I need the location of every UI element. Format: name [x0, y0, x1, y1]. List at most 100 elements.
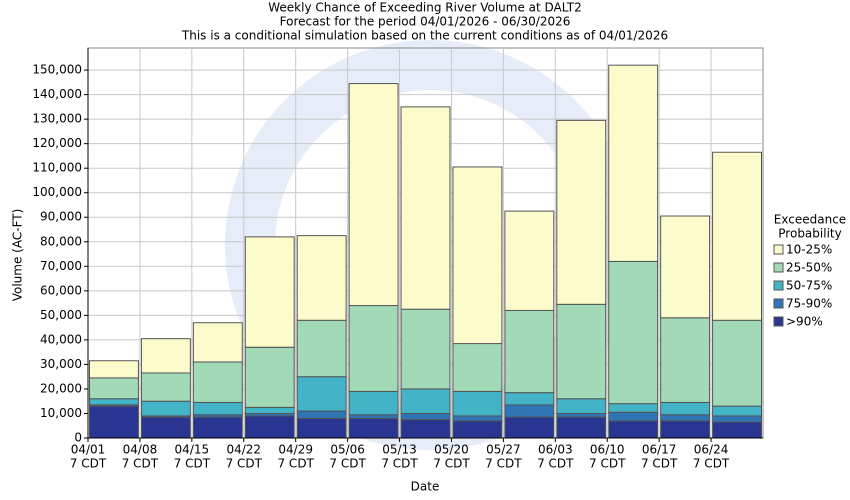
bar-segment: [296, 417, 347, 439]
legend-label: 50-75%: [786, 279, 832, 293]
bar-segment: [89, 398, 139, 406]
bar-segment: [504, 309, 555, 394]
bar-segment: [452, 166, 503, 345]
x-tick-label: 04/15: [175, 443, 210, 457]
bar-segment: [89, 377, 139, 400]
bar-segment: [608, 64, 659, 262]
y-tick-label: 90,000: [40, 210, 82, 224]
chart-subtitle: Forecast for the period 04/01/2026 - 06/…: [280, 15, 571, 29]
bar-segment: [556, 412, 607, 418]
bar-segment: [452, 343, 503, 392]
y-tick-label: 80,000: [40, 234, 82, 248]
legend-swatch: [773, 244, 784, 255]
x-tick-label: 06/03: [538, 443, 573, 457]
bar-segment: [192, 322, 243, 363]
bar-segment: [400, 419, 451, 439]
bar-segment: [400, 412, 451, 421]
bar-segment: [712, 415, 762, 423]
x-tick-sublabel: 7 CDT: [122, 457, 159, 471]
x-tick-sublabel: 7 CDT: [433, 457, 470, 471]
y-tick-label: 50,000: [40, 308, 82, 322]
bar-segment: [712, 421, 762, 439]
bar-segment: [140, 372, 191, 402]
bar-segment: [140, 338, 191, 374]
legend-swatch: [773, 298, 784, 309]
x-tick-sublabel: 7 CDT: [381, 457, 418, 471]
y-tick-label: 70,000: [40, 259, 82, 273]
bar-segment: [140, 400, 191, 417]
y-tick-label: 130,000: [32, 112, 82, 126]
bar-segment: [452, 420, 503, 439]
bar-segment: [192, 401, 243, 416]
bar-segment: [660, 420, 711, 439]
bar-segment: [348, 305, 399, 392]
bar-segment: [296, 319, 347, 378]
legend-label: 75-90%: [786, 297, 832, 311]
bar-segment: [608, 411, 659, 422]
bar-segment: [452, 390, 503, 417]
bar-segment: [712, 151, 762, 321]
x-tick-label: 06/17: [642, 443, 677, 457]
x-axis-label: Date: [411, 480, 440, 494]
x-tick-sublabel: 7 CDT: [589, 457, 626, 471]
bar-segment: [296, 410, 347, 419]
bar-segment: [244, 236, 295, 348]
bar-segment: [192, 361, 243, 403]
legend-swatch: [773, 316, 784, 327]
bar-segment: [89, 360, 139, 379]
x-tick-sublabel: 7 CDT: [693, 457, 730, 471]
bar-segment: [140, 416, 191, 439]
bar-segment: [556, 398, 607, 414]
y-tick-label: 140,000: [32, 87, 82, 101]
x-tick-label: 04/29: [278, 443, 313, 457]
y-axis-label: Volume (AC-FT): [11, 209, 25, 302]
legend-swatch: [773, 280, 784, 291]
bar-segment: [296, 376, 347, 412]
x-tick-sublabel: 7 CDT: [277, 457, 314, 471]
bar-segment: [348, 414, 399, 419]
x-tick-label: 05/20: [434, 443, 469, 457]
bar-segment: [348, 417, 399, 439]
bar-segment: [244, 406, 295, 414]
bar-segment: [348, 83, 399, 307]
x-tick-label: 04/08: [123, 443, 158, 457]
bar-segment: [452, 415, 503, 422]
bar-segment: [556, 416, 607, 439]
x-tick-label: 05/13: [382, 443, 417, 457]
bar-segment: [244, 346, 295, 408]
bar-segment: [608, 260, 659, 405]
bar-segment: [400, 106, 451, 310]
bar-segment: [504, 404, 555, 418]
x-tick-sublabel: 7 CDT: [537, 457, 574, 471]
bar-segment: [608, 420, 659, 439]
y-tick-label: 20,000: [40, 381, 82, 395]
bar-segment: [556, 303, 607, 400]
bar-segment: [660, 401, 711, 416]
legend-title: Probability: [778, 227, 841, 241]
y-tick-label: 60,000: [40, 283, 82, 297]
x-tick-label: 04/22: [226, 443, 261, 457]
y-tick-label: 0: [74, 431, 82, 445]
y-tick-label: 40,000: [40, 332, 82, 346]
bar-segment: [660, 317, 711, 403]
x-tick-label: 04/01: [71, 443, 106, 457]
x-tick-sublabel: 7 CDT: [226, 457, 263, 471]
chart-subtitle: This is a conditional simulation based o…: [181, 29, 668, 43]
bar-segment: [556, 119, 607, 305]
bar-segment: [348, 390, 399, 416]
x-tick-label: 06/24: [694, 443, 729, 457]
legend-label: 10-25%: [786, 243, 832, 257]
x-tick-sublabel: 7 CDT: [70, 457, 107, 471]
bar-segment: [504, 210, 555, 311]
x-tick-label: 05/06: [330, 443, 365, 457]
bar-segment: [400, 388, 451, 414]
bar-segment: [244, 415, 295, 439]
bar-segment: [712, 319, 762, 407]
legend-swatch: [773, 262, 784, 273]
bar-segment: [296, 235, 347, 321]
y-tick-label: 110,000: [32, 161, 82, 175]
bar-segment: [192, 416, 243, 439]
y-tick-label: 100,000: [32, 185, 82, 199]
